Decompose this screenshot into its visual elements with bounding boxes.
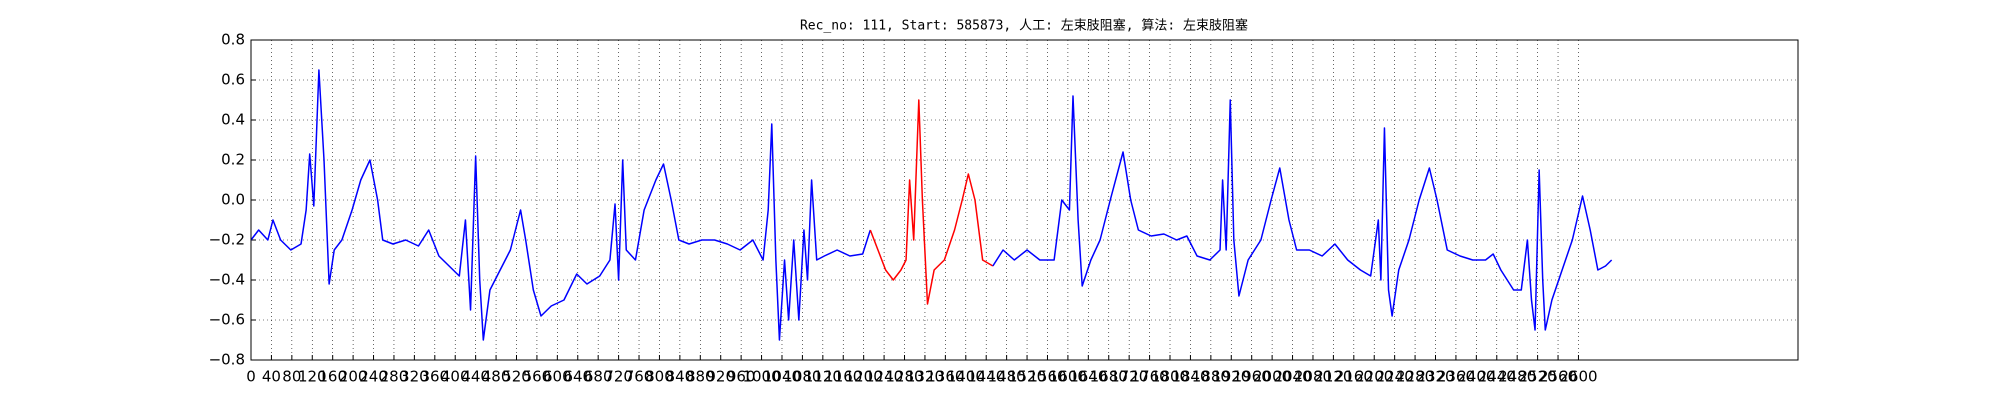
x-tick-label: 2240 bbox=[1376, 368, 1414, 386]
x-tick-label: 2040 bbox=[1273, 368, 1311, 386]
y-tick-label: 0.0 bbox=[221, 191, 245, 209]
y-tick-label: −0.6 bbox=[209, 311, 245, 329]
y-tick-label: 0.6 bbox=[221, 71, 245, 89]
x-tick-label: 200 bbox=[339, 368, 368, 386]
ecg-line bbox=[869, 99, 994, 305]
x-tick-label: 280 bbox=[380, 368, 409, 386]
x-tick-label: 2560 bbox=[1539, 368, 1577, 386]
chart-title: Rec_no: 111, Start: 585873, 人工: 左束肢阻塞, 算… bbox=[800, 18, 1248, 34]
y-tick-label: 0.8 bbox=[221, 31, 245, 49]
x-tick-label: 320 bbox=[400, 368, 429, 386]
x-tick-label: 1560 bbox=[1028, 368, 1066, 386]
x-tick-label: 1840 bbox=[1171, 368, 1209, 386]
x-tick-label: 1760 bbox=[1130, 368, 1168, 386]
x-tick-label: 1120 bbox=[804, 368, 842, 386]
ecg-line bbox=[250, 69, 872, 341]
x-tick-label: 2280 bbox=[1396, 368, 1434, 386]
x-tick-label: 2160 bbox=[1335, 368, 1373, 386]
x-tick-label: 2520 bbox=[1519, 368, 1557, 386]
x-tick-label: 1440 bbox=[967, 368, 1005, 386]
x-tick-label: 720 bbox=[604, 368, 633, 386]
x-tick-label: 2320 bbox=[1416, 368, 1454, 386]
x-tick-label: 1920 bbox=[1212, 368, 1250, 386]
x-tick-label: 600 bbox=[543, 368, 572, 386]
x-tick-label: 0 bbox=[246, 368, 256, 386]
x-tick-label: 1480 bbox=[988, 368, 1026, 386]
ecg-line bbox=[992, 95, 1613, 331]
x-tick-label: 2480 bbox=[1498, 368, 1536, 386]
x-tick-label: 1680 bbox=[1090, 368, 1128, 386]
x-tick-label: 1800 bbox=[1151, 368, 1189, 386]
plot-frame bbox=[250, 39, 1799, 361]
x-tick-label: 1320 bbox=[906, 368, 944, 386]
x-tick-label: 1520 bbox=[1008, 368, 1046, 386]
x-tick-label: 2440 bbox=[1478, 368, 1516, 386]
x-tick-label: 800 bbox=[645, 368, 674, 386]
x-tick-label: 680 bbox=[584, 368, 613, 386]
y-tick-label: 0.4 bbox=[221, 111, 245, 129]
y-tick-label: −0.4 bbox=[209, 271, 245, 289]
x-tick-label: 1400 bbox=[947, 368, 985, 386]
x-tick-label: 1640 bbox=[1069, 368, 1107, 386]
y-tick-label: −0.2 bbox=[209, 231, 245, 249]
x-tick-label: 120 bbox=[298, 368, 327, 386]
x-tick-label: 1720 bbox=[1110, 368, 1148, 386]
x-tick-label: 2400 bbox=[1457, 368, 1495, 386]
x-tick-label: 360 bbox=[420, 368, 449, 386]
x-tick-label: 240 bbox=[359, 368, 388, 386]
x-tick-label: 1200 bbox=[845, 368, 883, 386]
x-tick-label: 560 bbox=[523, 368, 552, 386]
x-tick-label: 2200 bbox=[1355, 368, 1393, 386]
x-tick-label: 760 bbox=[625, 368, 654, 386]
x-tick-label: 1000 bbox=[742, 368, 780, 386]
x-tick-label: 920 bbox=[706, 368, 735, 386]
x-tick-label: 520 bbox=[502, 368, 531, 386]
x-tick-label: 480 bbox=[482, 368, 511, 386]
x-tick-label: 1960 bbox=[1233, 368, 1271, 386]
x-tick-label: 1240 bbox=[865, 368, 903, 386]
x-tick-label: 880 bbox=[686, 368, 715, 386]
x-tick-label: 1080 bbox=[783, 368, 821, 386]
x-tick-label: 960 bbox=[727, 368, 756, 386]
x-tick-label: 440 bbox=[461, 368, 490, 386]
x-tick-label: 640 bbox=[563, 368, 592, 386]
x-tick-label: 1880 bbox=[1192, 368, 1230, 386]
x-tick-label: 1360 bbox=[926, 368, 964, 386]
x-tick-label: 400 bbox=[441, 368, 470, 386]
x-tick-label: 2080 bbox=[1294, 368, 1332, 386]
x-tick-label: 40 bbox=[262, 368, 281, 386]
x-tick-label: 80 bbox=[282, 368, 301, 386]
x-tick-label: 840 bbox=[666, 368, 695, 386]
y-tick-label: −0.8 bbox=[209, 351, 245, 369]
y-tick-label: 0.2 bbox=[221, 151, 245, 169]
x-tick-label: 1040 bbox=[763, 368, 801, 386]
x-tick-label: 160 bbox=[318, 368, 347, 386]
x-tick-label: 1160 bbox=[824, 368, 862, 386]
x-tick-label: 2360 bbox=[1437, 368, 1475, 386]
x-tick-label: 2600 bbox=[1559, 368, 1597, 386]
x-tick-label: 1600 bbox=[1049, 368, 1087, 386]
x-tick-label: 2120 bbox=[1314, 368, 1352, 386]
x-tick-label: 2000 bbox=[1253, 368, 1291, 386]
x-tick-label: 1280 bbox=[885, 368, 923, 386]
